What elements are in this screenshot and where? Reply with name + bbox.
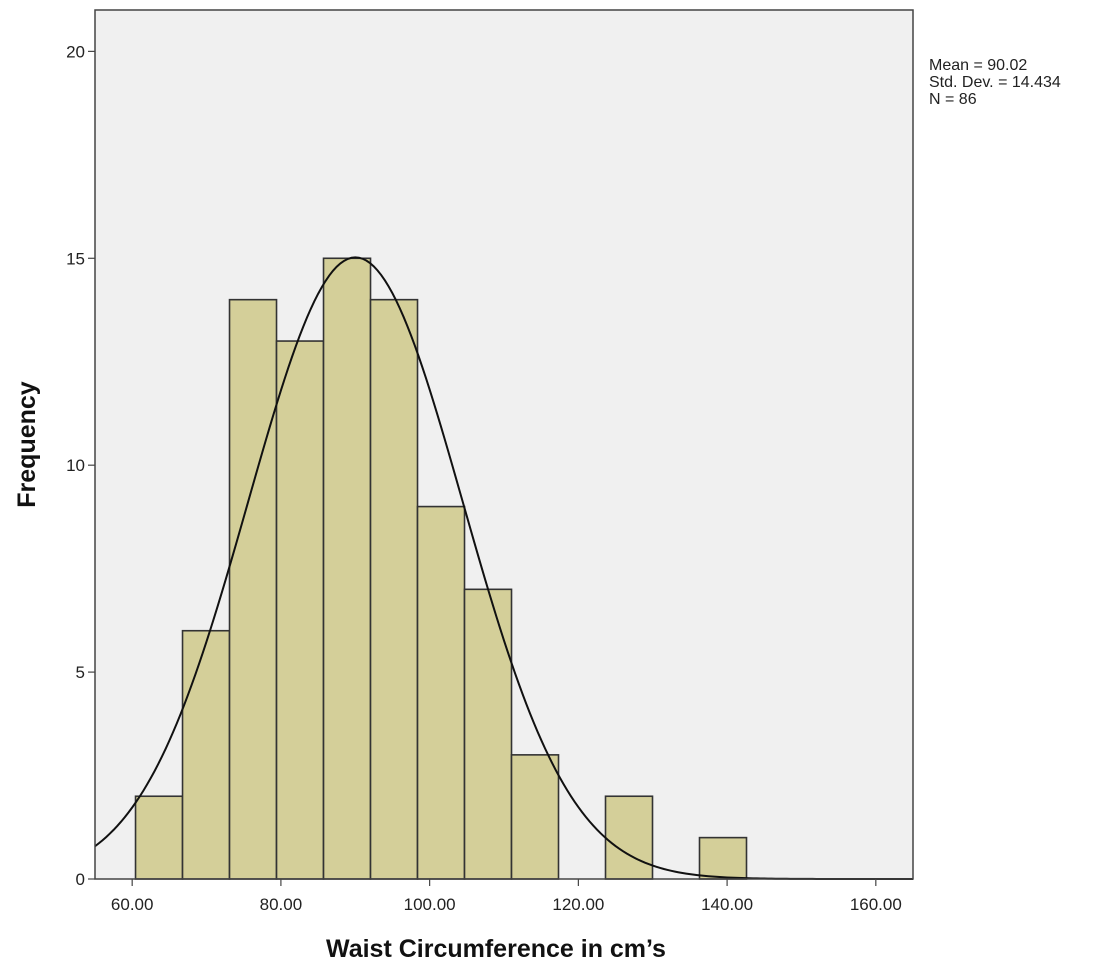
y-axis: 0 5 10 15 20	[66, 42, 95, 889]
x-tick-label: 140.00	[701, 895, 753, 914]
stat-std-dev: Std. Dev. = 14.434	[929, 74, 1061, 91]
histogram-bar-0	[134, 795, 184, 880]
histogram-bar-10	[604, 795, 654, 880]
y-axis-title: Frequency	[13, 381, 41, 508]
y-tick-label: 0	[76, 870, 85, 889]
x-axis-title: Waist Circumference in cm’s	[326, 935, 666, 963]
bars-group	[134, 257, 748, 880]
y-tick-label: 15	[66, 249, 85, 268]
plot-frame	[94, 9, 914, 880]
histogram-bar-5	[369, 298, 419, 880]
histogram-bar-6	[416, 505, 466, 880]
histogram-bar-2	[228, 298, 278, 880]
x-tick-label: 100.00	[404, 895, 456, 914]
histogram-bar-12	[698, 836, 748, 880]
y-tick-label: 5	[76, 663, 85, 682]
stat-n: N = 86	[929, 91, 977, 108]
histogram-bar-3	[275, 340, 325, 880]
stat-mean: Mean = 90.02	[929, 57, 1027, 74]
x-tick-label: 80.00	[260, 895, 303, 914]
histogram-bar-1	[181, 629, 231, 880]
histogram-bar-7	[463, 588, 513, 880]
x-tick-label: 160.00	[850, 895, 902, 914]
y-tick-label: 10	[66, 456, 85, 475]
y-tick-label: 20	[66, 42, 85, 61]
stats-box: Mean = 90.02 Std. Dev. = 14.434 N = 86	[929, 57, 1061, 108]
x-tick-label: 120.00	[552, 895, 604, 914]
histogram-bar-8	[510, 754, 560, 880]
histogram-bar-4	[322, 257, 372, 880]
x-axis: 60.00 80.00 100.00 120.00 140.00 160.00	[111, 879, 902, 914]
x-tick-label: 60.00	[111, 895, 154, 914]
